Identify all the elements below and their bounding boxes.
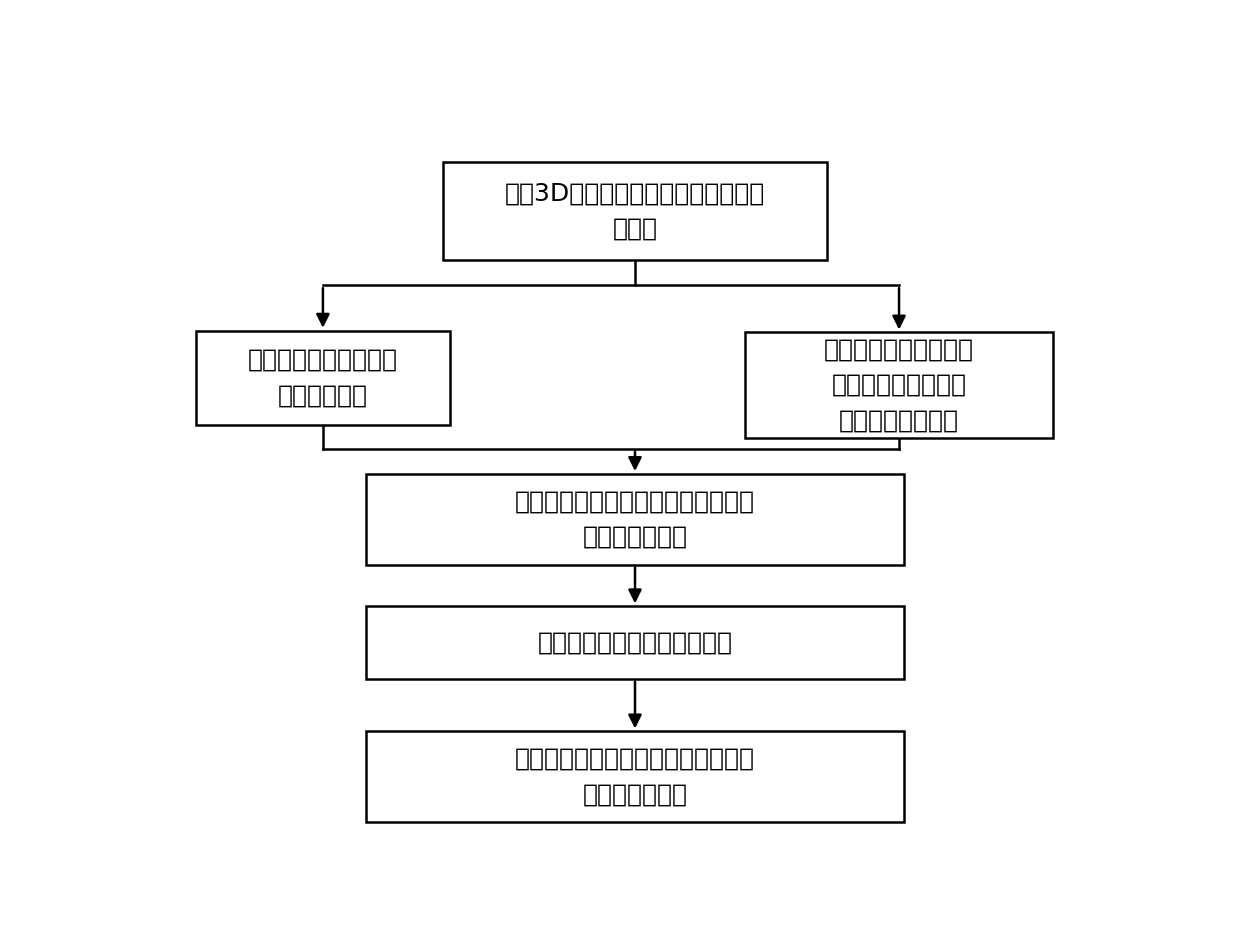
Text: 对透射率图进行引导滤波优化，得到
精细化透射率图: 对透射率图进行引导滤波优化，得到 精细化透射率图: [515, 490, 755, 549]
Bar: [367, 731, 904, 822]
Bar: [444, 162, 828, 260]
Bar: [367, 474, 904, 564]
Text: 根据透射率估计大气散射系数: 根据透射率估计大气散射系数: [538, 630, 732, 655]
Text: 将雾天图片数据集输入
卷积神经网络进行训
练，输出透射率图: 将雾天图片数据集输入 卷积神经网络进行训 练，输出透射率图: [824, 337, 974, 432]
Text: 利用3D照相机采集真实雾天图片作为
数据集: 利用3D照相机采集真实雾天图片作为 数据集: [504, 181, 766, 240]
Bar: [367, 607, 904, 679]
Text: 对雾天图片数据集进行
区域位置标定: 对雾天图片数据集进行 区域位置标定: [248, 349, 398, 408]
Bar: [196, 331, 450, 425]
Text: 求区域平均大气散射系数，对雾天图
片进行等级识别: 求区域平均大气散射系数，对雾天图 片进行等级识别: [515, 747, 755, 806]
Bar: [746, 333, 1053, 438]
